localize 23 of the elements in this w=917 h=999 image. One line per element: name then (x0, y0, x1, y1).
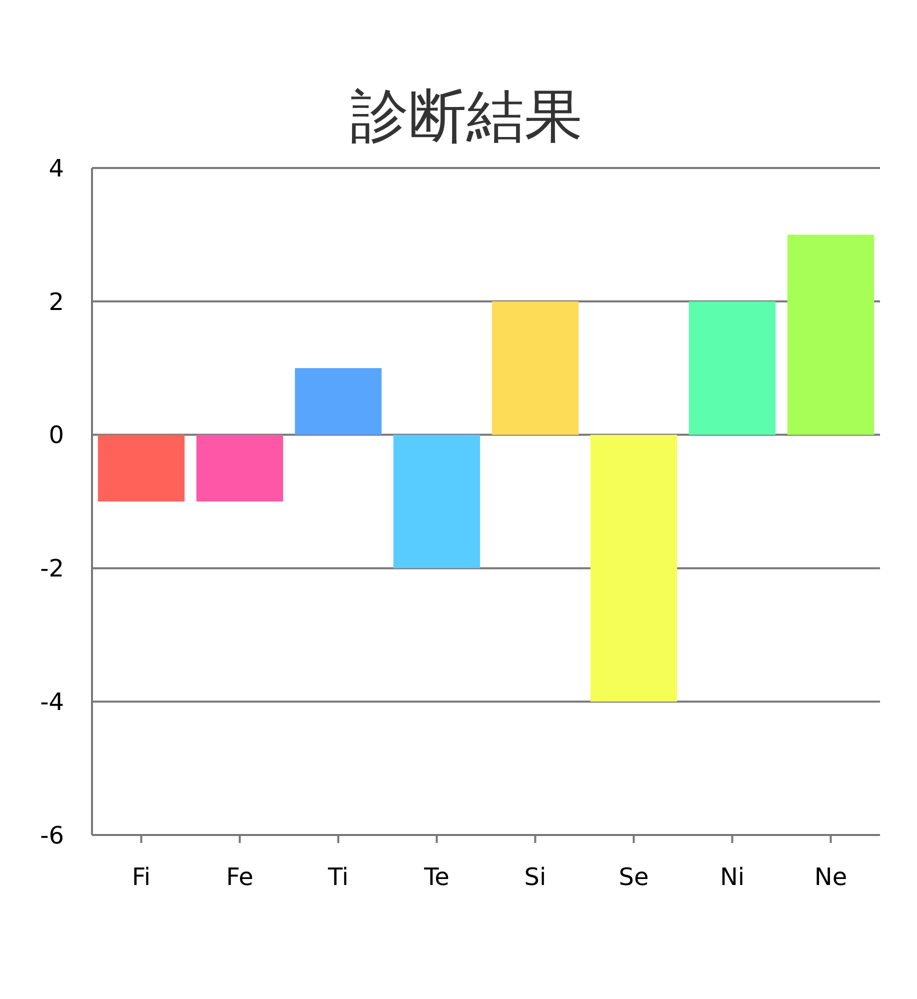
bar (688, 301, 776, 435)
bar (393, 434, 480, 568)
y-tick-label: -6 (40, 821, 64, 850)
x-tick-label: Fe (226, 863, 254, 891)
y-tick-label: 4 (48, 154, 64, 182)
x-tick-label: Si (524, 863, 546, 891)
bar (492, 301, 579, 435)
bar (787, 234, 874, 435)
x-tick-label: Ne (814, 863, 848, 891)
y-tick-label: 0 (48, 421, 64, 450)
bar (294, 368, 382, 435)
x-tick-label: Ni (720, 863, 745, 891)
bar (98, 434, 185, 502)
y-tick-label: -4 (40, 688, 64, 716)
y-tick-label: 2 (48, 288, 64, 316)
chart-title: 診断結果 (350, 82, 582, 150)
x-tick-label: Te (423, 863, 450, 891)
y-tick-label: -2 (40, 554, 64, 583)
bar (196, 434, 284, 502)
x-tick-label: Se (618, 863, 649, 891)
bar (590, 434, 678, 702)
x-tick-label: Ti (326, 863, 349, 891)
x-tick-label: Fi (132, 863, 151, 891)
